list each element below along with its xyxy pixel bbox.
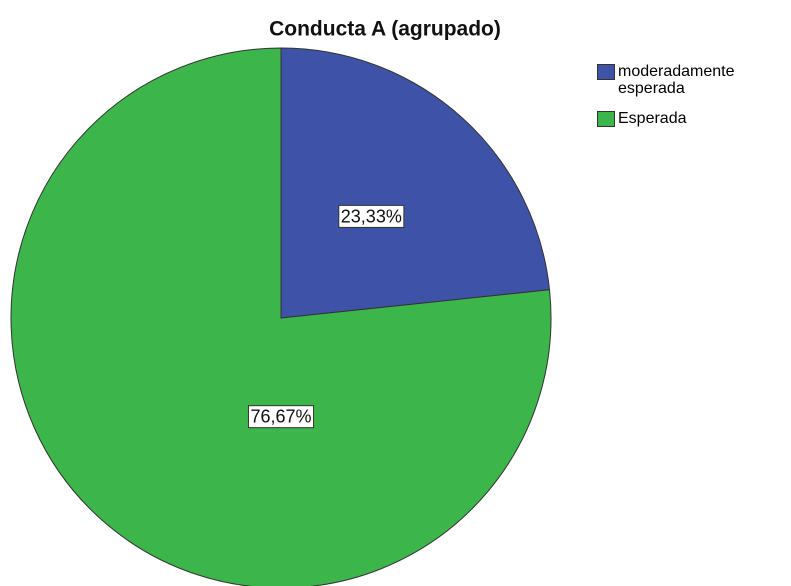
value-label: 23,33% — [341, 206, 402, 226]
legend-item: moderadamente esperada — [597, 63, 735, 97]
value-label-group: 23,33% — [338, 204, 405, 228]
legend-swatch — [597, 64, 615, 80]
value-label-box — [338, 204, 405, 228]
value-label-box — [247, 405, 315, 429]
legend-swatch — [597, 111, 615, 127]
legend-label: Esperada — [618, 110, 687, 127]
legend-item: Esperada — [597, 110, 768, 127]
value-label-group: 76,67% — [247, 405, 315, 429]
legend-label: moderadamente esperada — [618, 63, 735, 97]
pie-slice — [280, 47, 551, 319]
value-label: 76,67% — [250, 407, 311, 427]
pie-slice — [10, 47, 552, 586]
chart-title: Conducta A (agrupado) — [269, 18, 501, 41]
